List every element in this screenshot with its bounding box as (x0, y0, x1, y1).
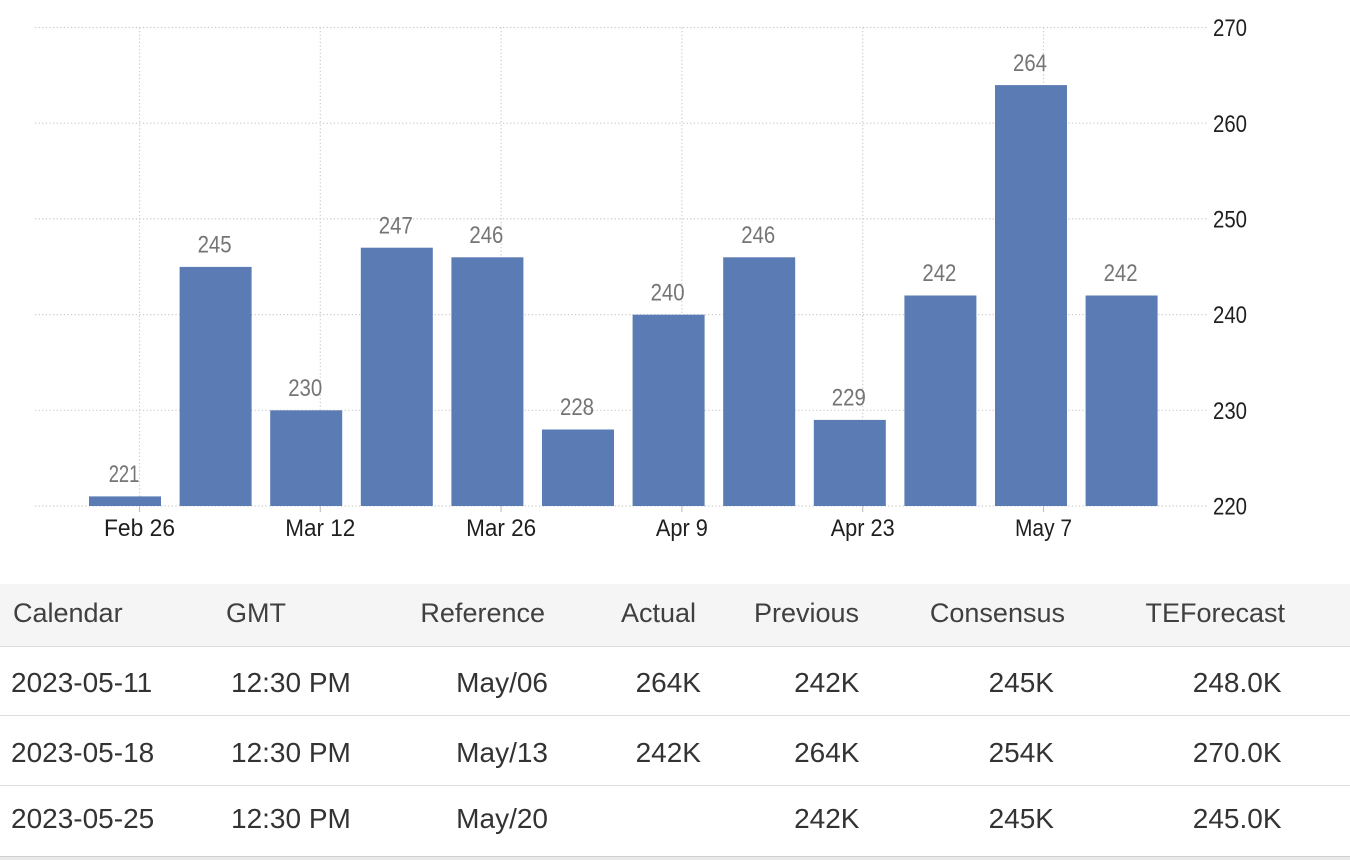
svg-text:246: 246 (469, 222, 503, 249)
svg-text:Feb 26: Feb 26 (104, 515, 175, 542)
svg-text:242: 242 (922, 260, 956, 287)
svg-text:May 7: May 7 (1015, 515, 1072, 542)
svg-text:228: 228 (560, 394, 594, 421)
svg-text:245: 245 (198, 232, 232, 259)
svg-text:240: 240 (651, 279, 685, 306)
svg-text:230: 230 (1213, 398, 1247, 425)
svg-text:Apr 23: Apr 23 (831, 515, 895, 542)
svg-text:247: 247 (379, 212, 413, 239)
svg-text:242: 242 (1104, 260, 1138, 287)
svg-text:246: 246 (741, 222, 775, 249)
svg-text:260: 260 (1213, 111, 1247, 138)
svg-text:240: 240 (1213, 302, 1247, 329)
svg-text:Mar 12: Mar 12 (285, 515, 355, 542)
svg-text:250: 250 (1213, 207, 1247, 234)
svg-text:220: 220 (1213, 494, 1247, 521)
svg-text:221: 221 (109, 461, 140, 488)
svg-text:264: 264 (1013, 50, 1047, 77)
svg-text:229: 229 (832, 385, 866, 412)
svg-text:Apr 9: Apr 9 (656, 515, 708, 542)
svg-text:270: 270 (1213, 15, 1247, 42)
svg-text:Mar 26: Mar 26 (466, 515, 536, 542)
svg-text:230: 230 (288, 375, 322, 402)
